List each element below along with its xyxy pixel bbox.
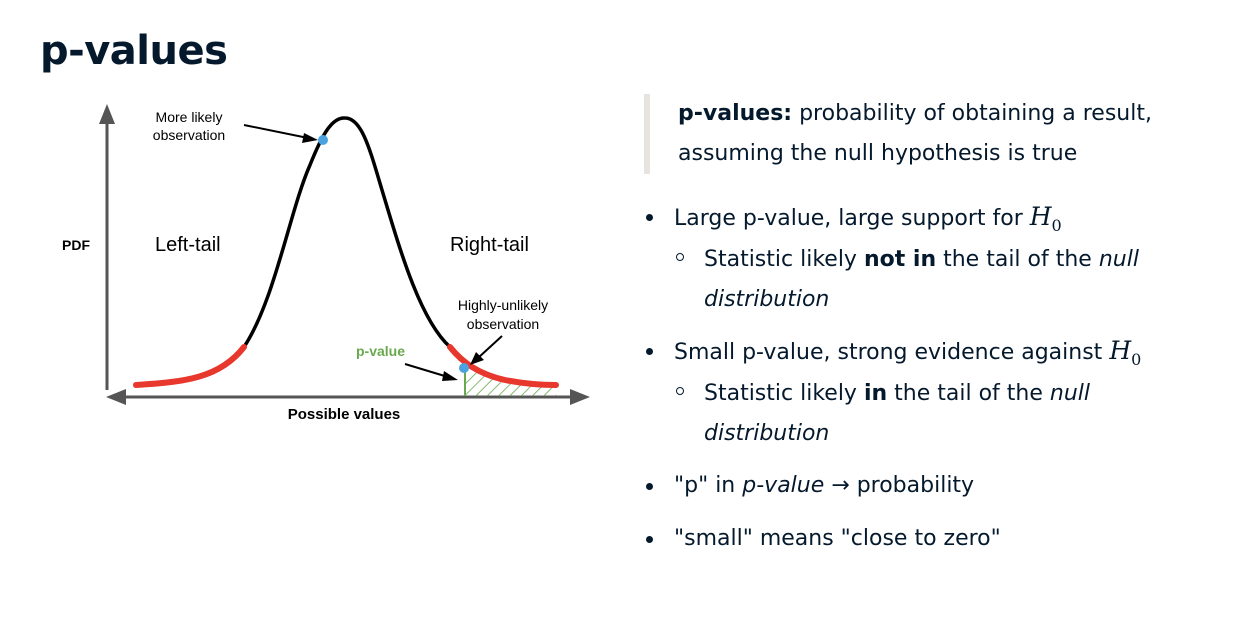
definition-blockquote: p-values: probability of obtaining a res… [644, 94, 1224, 174]
likely-arrowhead [302, 133, 318, 143]
p-value-diagram: PDF Possible values Left-tail Right-tail… [62, 104, 590, 423]
left-tail-label: Left-tail [155, 234, 221, 256]
p-value-arrowhead [442, 371, 458, 381]
x-axis-left-arrowhead [106, 389, 126, 405]
unlikely-observation-point [459, 363, 469, 373]
likely-arrow [243, 124, 309, 139]
y-axis-label: PDF [62, 237, 90, 253]
right-tail-label: Right-tail [450, 234, 529, 256]
x-axis-right-arrowhead [570, 389, 590, 405]
sub-bullet-circle [676, 253, 684, 261]
bullet-text: "small" means "close to zero" [674, 526, 1001, 551]
h0-symbol: H0 [1029, 202, 1062, 235]
right-tail-curve [447, 344, 559, 388]
likely-annotation-line2: observation [153, 127, 225, 143]
unlikely-arrowhead [470, 352, 484, 365]
bullet-dot [646, 536, 653, 543]
page-title: p-values [40, 28, 228, 74]
p-value-arrow [404, 363, 449, 378]
sub-bullet-circle [676, 387, 684, 395]
likely-annotation-line1: More likely [156, 109, 223, 125]
definition-term: p-values: [678, 101, 793, 126]
left-tail-curve [133, 344, 247, 388]
y-axis-arrowhead [99, 104, 115, 124]
p-value-label: p-value [356, 343, 405, 359]
unlikely-annotation-line1: Highly-unlikely [458, 297, 548, 313]
h0-symbol: H0 [1109, 336, 1142, 369]
bullet-dot [646, 483, 653, 490]
bullet-dot [646, 348, 653, 355]
unlikely-annotation-line2: observation [467, 316, 539, 332]
unlikely-arrow [477, 335, 503, 359]
bullet-dot [646, 214, 653, 221]
definition-text: probability of obtaining a result, assum… [678, 101, 1152, 166]
likely-observation-point [318, 135, 328, 145]
x-axis-label: Possible values [288, 406, 401, 423]
distribution-curve [242, 116, 452, 349]
bullet-text: Large p-value, large support for [674, 206, 1023, 231]
bullet-text: Small p-value, strong evidence against [674, 340, 1103, 365]
